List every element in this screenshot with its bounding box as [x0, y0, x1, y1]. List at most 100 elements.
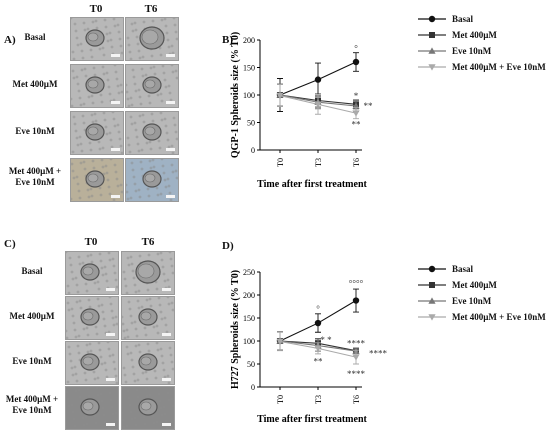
micrograph-a-0-t0: [70, 17, 124, 61]
significance-annotation: ****: [347, 369, 366, 379]
legend-label-met: Met 400µM: [452, 30, 497, 40]
data-point-basal: [314, 319, 322, 327]
x-tick-label: T6: [352, 395, 361, 404]
legend-swatch-combo: [418, 64, 446, 71]
data-point-combo: [314, 345, 322, 352]
panel-a-row-label: Met 400µM + Eve 10nM: [8, 166, 62, 187]
x-axis-title: Time after first treatment: [257, 179, 367, 190]
legend-marker-basal: [428, 15, 436, 23]
panel-a-col-t0: T0: [89, 3, 103, 15]
legend-marker-eve: [428, 297, 436, 304]
panel-a-letter: A): [4, 34, 16, 46]
legend-label-basal: Basal: [452, 14, 474, 24]
legend-label-basal: Basal: [452, 264, 474, 274]
legend-swatch-combo: [418, 314, 446, 321]
micrograph-c-3-t6: [121, 386, 175, 430]
panel-c-letter: C): [4, 238, 16, 250]
y-tick-label: 250: [243, 268, 255, 277]
micrograph-c-1-t6: [121, 296, 175, 340]
legend-marker-combo: [428, 64, 436, 71]
micrograph-a-1-t6: [125, 64, 179, 108]
legend-swatch-met: [418, 32, 446, 38]
y-tick-label: 150: [243, 64, 255, 73]
legend-marker-met: [429, 282, 435, 288]
panel-c-col-t6: T6: [141, 236, 155, 248]
data-point-combo: [314, 101, 322, 108]
x-axis-title: Time after first treatment: [257, 414, 367, 425]
x-tick-label: T3: [314, 158, 323, 167]
legend-label-eve: Eve 10nM: [452, 296, 492, 306]
x-tick-label: T0: [276, 158, 285, 167]
micrograph-a-3-t6: [125, 158, 179, 202]
x-tick-label: T0: [276, 395, 285, 404]
panel-c-row-label: Basal: [21, 266, 43, 276]
micrograph-c-2-t6: [121, 341, 175, 385]
legend-label-eve: Eve 10nM: [452, 46, 492, 56]
micrograph-a-2-t6: [125, 111, 179, 155]
legend-swatch-basal: [418, 15, 446, 23]
significance-annotation: *: [354, 91, 359, 101]
significance-annotation: °: [316, 304, 320, 314]
data-point-combo: [276, 338, 284, 346]
micrograph-c-1-t0: [65, 296, 119, 340]
significance-annotation: * *: [320, 335, 332, 345]
data-point-basal: [352, 58, 360, 66]
micrograph-c-0-t6: [121, 251, 175, 295]
legend-label-combo: Met 400µM + Eve 10nM: [452, 312, 546, 322]
micrograph-c-3-t0: [65, 386, 119, 430]
micrograph-a-1-t0: [70, 64, 124, 108]
micrograph-a-3-t0: [70, 158, 124, 202]
y-tick-label: 200: [243, 36, 255, 45]
panel-c-row-label: Eve 10nM: [12, 356, 52, 366]
panel-a-row-label: Met 400µM: [12, 79, 58, 89]
significance-annotation: **: [364, 101, 374, 111]
legend-swatch-met: [418, 282, 446, 288]
significance-annotation: **: [314, 357, 324, 367]
data-point-combo: [352, 110, 360, 117]
legend-swatch-eve: [418, 297, 446, 304]
x-tick-label: T6: [352, 158, 361, 167]
significance-annotation: °°°°: [349, 279, 364, 289]
data-point-combo: [276, 92, 284, 100]
panel-c-row-label: Met 400µM + Eve 10nM: [5, 394, 59, 415]
panel-a-col-t6: T6: [144, 3, 158, 15]
data-point-basal: [352, 297, 360, 304]
micrograph-c-0-t0: [65, 251, 119, 295]
x-tick-label: T3: [314, 395, 323, 404]
y-tick-label: 100: [243, 91, 255, 100]
significance-annotation: ****: [369, 348, 388, 358]
y-tick-label: 50: [247, 360, 255, 369]
legend-label-combo: Met 400µM + Eve 10nM: [452, 62, 546, 72]
micrograph-c-2-t0: [65, 341, 119, 385]
significance-annotation: **: [352, 120, 362, 130]
y-tick-label: 100: [243, 337, 255, 346]
micrograph-a-0-t6: [125, 17, 179, 61]
panel-c-col-t0: T0: [84, 236, 98, 248]
y-axis-title: H727 Spheroids size (% T0): [230, 270, 241, 389]
micrograph-a-2-t0: [70, 111, 124, 155]
y-tick-label: 150: [243, 314, 255, 323]
panel-a-row-label: Basal: [24, 32, 46, 42]
panel-c-row-label: Met 400µM: [9, 311, 55, 321]
y-axis-title: QGP-1 Spheroids size (% T0): [230, 32, 241, 158]
panel-a-row-label: Eve 10nM: [15, 126, 55, 136]
data-point-basal: [314, 76, 322, 83]
legend-label-met: Met 400µM: [452, 280, 497, 290]
y-tick-label: 0: [251, 383, 255, 392]
legend-marker-met: [429, 32, 435, 38]
legend-swatch-basal: [418, 265, 446, 273]
legend-marker-basal: [428, 265, 436, 273]
panel-d-letter: D): [222, 240, 234, 252]
panel-b-letter: B): [222, 34, 233, 46]
significance-annotation: ****: [347, 338, 366, 348]
y-tick-label: 50: [247, 119, 255, 128]
significance-annotation: °: [354, 43, 358, 53]
y-tick-label: 0: [251, 146, 255, 155]
y-tick-label: 200: [243, 291, 255, 300]
legend-swatch-eve: [418, 47, 446, 54]
legend-marker-eve: [428, 47, 436, 54]
legend-marker-combo: [428, 314, 436, 321]
data-point-combo: [352, 354, 360, 361]
